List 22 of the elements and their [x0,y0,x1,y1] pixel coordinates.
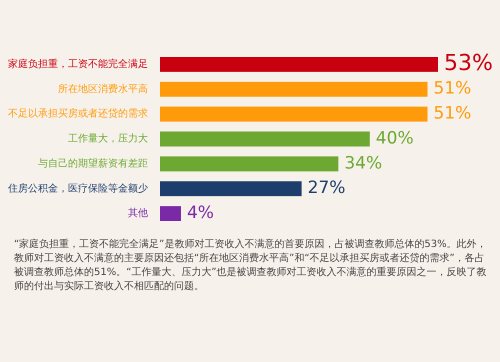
bar [160,181,302,196]
bar [160,156,338,172]
data-label: 53% [444,51,493,76]
y-tick-label: 其他 [128,207,148,220]
data-label: 51% [434,104,472,124]
data-label: 40% [376,128,414,148]
y-tick-label: 工作量大，压力大 [68,132,148,145]
data-label: 27% [308,178,346,198]
y-tick-label: 家庭负担重，工资不能完全满足 [8,58,148,70]
data-label: 51% [434,78,472,99]
y-tick-label: 不足以承担买房或者还贷的需求 [8,108,148,120]
y-tick-label: 与自己的期望薪资有差距 [38,157,148,170]
text: “家庭负担重，工资不能完全满足”是教师对工资收入不满意的首要原因，占被调查教师总体的53%。此外，教师对工资收入不满意的主要原因还包括“所在地区消费水平高”和“不足以承担买房或者还贷的需求”，各占被调查教师总体的51%。“工作量大、压力大”也是被调查教师对工资收入不满意的重要原因之一，反映了教师的付出与实际工资收入不相匹配的问题。 [14,238,488,294]
bar [160,82,428,97]
bar [160,106,428,122]
y-tick-label: 住房公积金，医疗保险等金额少 [8,182,148,194]
bar [160,56,438,72]
bar [160,206,181,222]
bar [160,132,370,146]
data-label: 34% [344,153,382,174]
y-tick-label: 所在地区消费水平高 [58,82,148,95]
data-label: 4% [186,202,214,223]
